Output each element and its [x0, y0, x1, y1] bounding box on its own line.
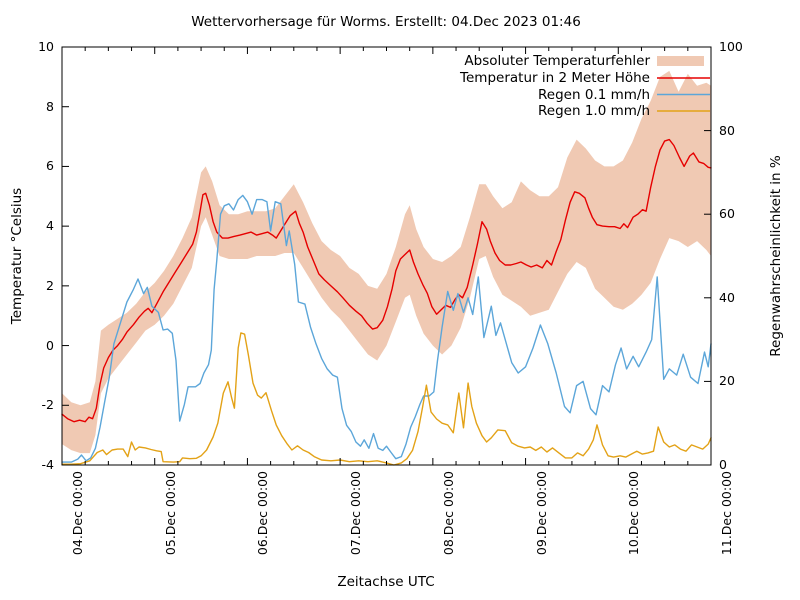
series-line-rain01 — [61, 194, 712, 463]
y-right-tick-label: 0 — [719, 457, 727, 472]
x-tick-label: 05.Dec 00:00 — [162, 471, 178, 556]
y-right-tick-label: 20 — [719, 373, 735, 389]
x-tick-label: 10.Dec 00:00 — [626, 471, 642, 556]
x-tick-label: 04.Dec 00:00 — [70, 471, 85, 556]
legend-label-rain-10: Regen 1.0 mm/h — [538, 103, 650, 119]
y-right-axis-title: Regenwahrscheinlichkeit in % — [768, 155, 784, 357]
y-left-tick-label: -4 — [41, 457, 54, 472]
x-tick-label: 11.Dec 00:00 — [719, 471, 734, 556]
y-left-tick-label: 6 — [46, 158, 54, 174]
y-right-tick-label: 80 — [719, 122, 735, 138]
legend-sample-band — [657, 56, 704, 66]
y-left-tick-label: 4 — [46, 218, 54, 234]
legend-label-rain-01: Regen 0.1 mm/h — [538, 86, 650, 103]
x-tick-label: 07.Dec 00:00 — [348, 471, 364, 556]
y-right-tick-label: 100 — [719, 39, 743, 54]
x-axis-title: Zeitachse UTC — [337, 574, 435, 590]
x-tick-label: 08.Dec 00:00 — [440, 471, 456, 556]
x-tick-label: 06.Dec 00:00 — [255, 471, 271, 556]
legend-label-temperature: Temperatur in 2 Meter Höhe — [460, 70, 650, 86]
y-right-tick-label: 60 — [719, 206, 735, 222]
y-left-tick-label: -2 — [41, 397, 54, 413]
series-line-temperature — [61, 138, 712, 423]
y-left-tick-label: 0 — [46, 337, 54, 353]
series-band-temperature-error — [62, 70, 711, 454]
chart-title: Wettervorhersage für Worms. Erstellt: 04… — [191, 14, 581, 30]
x-tick-label: 09.Dec 00:00 — [533, 471, 549, 556]
y-right-tick-label: 40 — [719, 289, 735, 305]
series-line-rain10 — [61, 332, 712, 466]
y-left-tick-label: 8 — [46, 98, 54, 114]
y-left-tick-label: 10 — [38, 39, 54, 54]
legend-label-temperature-error: Absoluter Temperaturfehler — [464, 53, 650, 69]
y-left-tick-label: 2 — [46, 277, 54, 293]
y-left-axis-title: Temperatur °Celsius — [9, 187, 25, 325]
